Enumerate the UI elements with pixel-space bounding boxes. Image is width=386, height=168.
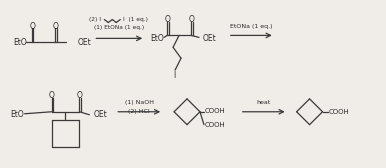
Text: COOH: COOH bbox=[328, 109, 349, 115]
Text: OEt: OEt bbox=[93, 110, 107, 119]
Text: I  (1 eq.): I (1 eq.) bbox=[123, 17, 148, 22]
Text: (1) EtONa (1 eq.): (1) EtONa (1 eq.) bbox=[94, 25, 144, 30]
Text: EtONa (1 eq.): EtONa (1 eq.) bbox=[230, 24, 273, 29]
Text: O: O bbox=[29, 22, 35, 31]
Text: O: O bbox=[77, 91, 83, 100]
Text: EtO: EtO bbox=[11, 110, 24, 119]
Text: COOH: COOH bbox=[205, 108, 226, 114]
Text: O: O bbox=[49, 91, 55, 100]
Text: OEt: OEt bbox=[78, 38, 91, 47]
Text: EtO: EtO bbox=[150, 34, 164, 43]
Text: O: O bbox=[53, 22, 59, 31]
Text: (2) HCl: (2) HCl bbox=[129, 109, 150, 114]
Text: (1) NaOH: (1) NaOH bbox=[125, 100, 154, 105]
Text: O: O bbox=[165, 15, 171, 24]
Text: EtO: EtO bbox=[14, 38, 27, 47]
Text: (2) I: (2) I bbox=[89, 17, 102, 22]
Text: I: I bbox=[173, 71, 175, 80]
Text: OEt: OEt bbox=[203, 34, 217, 43]
Text: COOH: COOH bbox=[205, 122, 226, 128]
Text: heat: heat bbox=[257, 100, 271, 105]
Text: O: O bbox=[189, 15, 195, 24]
